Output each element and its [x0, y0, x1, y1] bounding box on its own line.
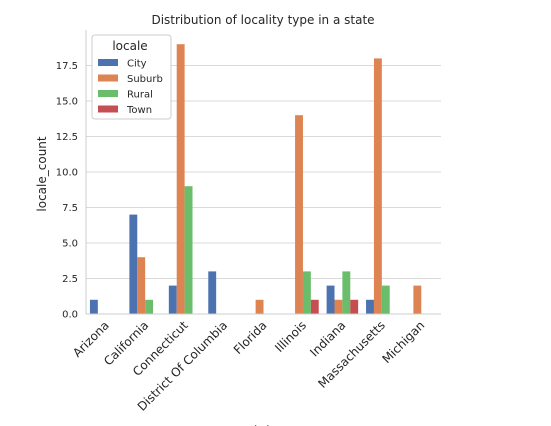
legend-title: locale [112, 39, 147, 53]
bar-city [89, 299, 98, 314]
y-tick-labels: 0.0 2.5 5.0 7.5 10.0 12.5 15.0 17.5 [56, 61, 78, 321]
x-tick-label: Massachusetts [315, 318, 388, 391]
bar-suburb [334, 299, 343, 314]
bar-suburb [373, 58, 382, 315]
x-tick-label: Michigan [379, 318, 427, 366]
bar-city [326, 285, 335, 314]
bar-city [168, 285, 177, 314]
bar-suburb [255, 299, 264, 314]
legend-swatch-rural [98, 90, 118, 97]
bar-city [366, 299, 374, 314]
bars [89, 44, 422, 315]
y-tick-label: 0.0 [62, 310, 78, 321]
bar-town [350, 299, 359, 314]
bar-rural [184, 186, 193, 314]
bar-city [129, 214, 138, 314]
y-tick-label: 2.5 [62, 274, 78, 285]
x-axis-label: state [248, 423, 278, 426]
y-tick-label: 5.0 [62, 239, 78, 250]
legend-label-city: City [127, 59, 147, 70]
bar-rural [342, 271, 351, 314]
y-tick-label: 7.5 [62, 203, 78, 214]
bar-city [208, 271, 217, 314]
legend-label-rural: Rural [127, 90, 153, 101]
y-tick-label: 10.0 [56, 168, 78, 179]
bar-suburb [137, 257, 146, 314]
y-axis-label: locale_count [35, 136, 49, 211]
bar-suburb [176, 44, 185, 314]
bar-rural [302, 271, 311, 314]
axes [85, 30, 441, 315]
y-tick-label: 17.5 [56, 61, 78, 72]
bar-suburb [295, 115, 303, 314]
legend-box [91, 34, 172, 120]
legend: locale City Suburb Rural Town [91, 34, 172, 120]
legend-label-town: Town [126, 105, 152, 116]
x-tick-label: Florida [231, 318, 270, 357]
bar-town [310, 299, 319, 314]
legend-label-suburb: Suburb [127, 74, 163, 85]
legend-swatch-town [98, 105, 118, 113]
x-tick-label: Illinois [272, 318, 309, 355]
bar-suburb [413, 285, 422, 314]
legend-items: City Suburb Rural Town [98, 59, 163, 116]
bar-rural [381, 285, 390, 314]
legend-swatch-suburb [98, 74, 118, 82]
chart-title: Distribution of locality type in a state [151, 13, 374, 27]
legend-swatch-city [98, 59, 118, 66]
y-tick-label: 15.0 [56, 97, 78, 108]
y-tick-label: 12.5 [56, 132, 78, 143]
bar-rural [145, 299, 154, 314]
